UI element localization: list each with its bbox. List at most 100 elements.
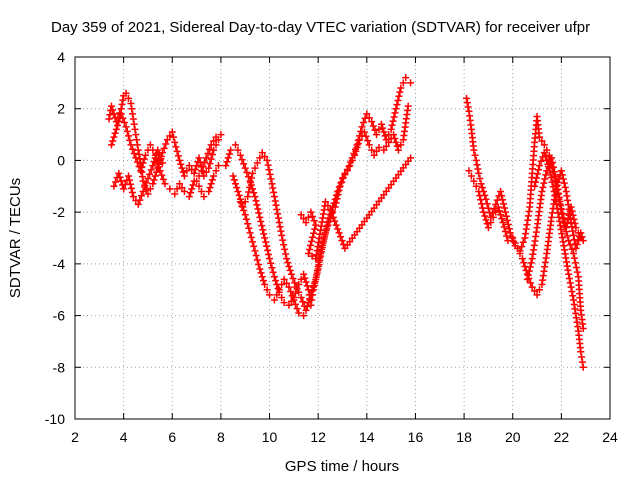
data-point	[193, 177, 201, 185]
data-point	[343, 165, 351, 173]
data-point	[577, 348, 585, 356]
data-point	[212, 133, 220, 141]
data-point	[261, 234, 269, 242]
data-point	[323, 225, 331, 233]
data-point	[106, 111, 114, 119]
data-point	[407, 154, 415, 162]
data-points	[105, 74, 587, 371]
data-point	[240, 160, 248, 168]
data-point	[552, 172, 560, 180]
data-point	[566, 241, 574, 249]
data-point	[321, 198, 329, 206]
data-point	[271, 197, 279, 205]
data-point	[524, 271, 532, 279]
data-point	[146, 185, 154, 193]
data-point	[310, 217, 318, 225]
data-point	[224, 154, 232, 162]
data-point	[477, 180, 485, 188]
data-point	[155, 163, 163, 171]
data-point	[232, 141, 239, 149]
data-point	[276, 223, 284, 231]
data-point	[543, 167, 551, 175]
data-point	[338, 237, 346, 245]
y-tick-label: -4	[53, 256, 66, 272]
data-point	[241, 211, 249, 219]
data-point	[284, 259, 292, 267]
plot-frame	[74, 56, 611, 420]
data-point	[472, 156, 480, 164]
data-point	[562, 224, 570, 232]
data-point	[396, 88, 404, 96]
data-point	[125, 172, 132, 180]
data-point	[115, 118, 123, 126]
data-point	[293, 305, 301, 313]
data-point	[503, 232, 511, 240]
data-point	[119, 114, 127, 122]
data-point	[258, 149, 266, 157]
data-point	[312, 275, 320, 283]
data-point	[511, 239, 519, 247]
data-point	[559, 175, 567, 183]
data-point	[568, 287, 576, 295]
data-point	[197, 187, 205, 195]
data-point	[267, 259, 275, 267]
data-point	[567, 203, 575, 211]
data-point	[212, 167, 220, 175]
data-point	[316, 254, 324, 262]
data-point	[315, 258, 323, 266]
data-point	[280, 275, 288, 283]
data-point	[539, 183, 547, 191]
data-point	[370, 151, 378, 159]
data-point	[532, 178, 540, 186]
data-point	[118, 100, 126, 108]
data-point	[109, 137, 117, 145]
data-point	[161, 180, 169, 188]
data-point	[260, 230, 268, 238]
data-point	[270, 193, 278, 201]
data-point	[290, 296, 298, 304]
data-point	[479, 204, 487, 212]
data-point	[160, 144, 168, 152]
data-point	[291, 300, 299, 308]
data-point	[334, 225, 342, 233]
data-point	[495, 207, 503, 215]
data-point	[263, 242, 271, 250]
data-point	[139, 159, 147, 167]
y-tick-label: 2	[57, 101, 65, 117]
data-point	[180, 187, 188, 195]
data-point	[569, 211, 577, 219]
data-point	[394, 96, 402, 104]
data-point	[313, 267, 321, 275]
data-point	[126, 136, 134, 144]
data-point	[368, 118, 376, 126]
data-point	[158, 171, 166, 179]
data-point	[571, 220, 579, 228]
data-point	[112, 125, 120, 133]
data-point	[390, 113, 398, 121]
y-axis-label: SDTVAR / TECUs	[7, 178, 24, 298]
data-point	[563, 232, 571, 240]
data-point	[254, 205, 262, 213]
data-point	[129, 145, 137, 153]
data-point	[150, 176, 158, 184]
data-point	[549, 183, 557, 191]
data-point	[464, 103, 472, 111]
data-point	[107, 141, 115, 149]
data-point	[516, 250, 524, 258]
data-point	[476, 175, 484, 183]
data-point	[259, 277, 267, 285]
y-tick-label: 4	[57, 49, 65, 65]
data-point	[110, 182, 118, 190]
data-point	[577, 234, 585, 242]
data-point	[238, 202, 246, 210]
data-point	[265, 251, 273, 259]
data-point	[154, 146, 162, 154]
data-point	[272, 277, 280, 285]
data-point	[364, 137, 372, 145]
data-point	[137, 192, 145, 200]
data-point	[331, 217, 339, 225]
data-point	[365, 114, 373, 122]
data-point	[183, 167, 191, 175]
data-point	[541, 175, 549, 183]
